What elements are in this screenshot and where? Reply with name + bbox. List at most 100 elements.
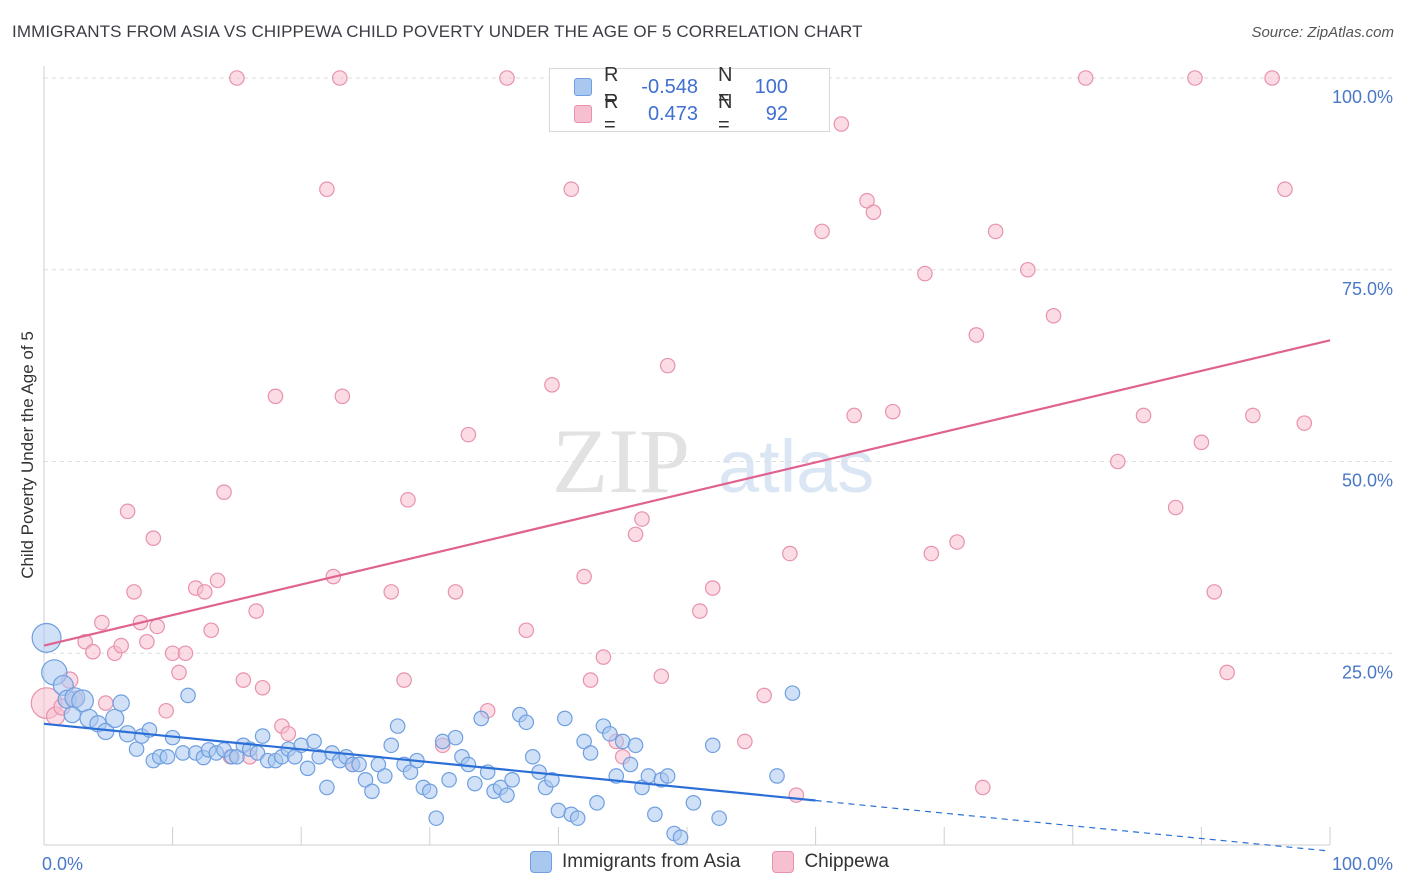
asia-point	[557, 710, 573, 727]
asia-point	[769, 768, 785, 784]
chippewa-point	[595, 649, 612, 665]
legend-n-value: 100	[754, 75, 788, 98]
chippewa-point	[334, 388, 351, 405]
y-axis-title: Child Poverty Under the Age of 5	[18, 331, 37, 579]
chippewa-point	[149, 618, 165, 635]
asia-point	[299, 760, 316, 777]
asia-point	[589, 795, 605, 811]
chart-source: Source: ZipAtlas.com	[1251, 24, 1394, 41]
chippewa-point	[833, 116, 850, 132]
asia-point	[376, 768, 393, 784]
chippewa-point	[209, 572, 226, 589]
asia-point	[711, 810, 727, 826]
legend-r-label: R =	[604, 91, 619, 136]
chippewa-point	[280, 725, 297, 742]
chippewa-point	[968, 327, 985, 343]
asia-point	[319, 779, 335, 796]
y-tick-label: 100.0%	[1332, 87, 1393, 107]
chippewa-point	[1219, 664, 1235, 681]
chippewa-point	[164, 645, 181, 662]
chippewa-point	[659, 357, 676, 374]
chippewa-point	[1045, 307, 1062, 324]
chippewa-point	[113, 637, 129, 654]
chippewa-point	[460, 426, 477, 443]
chippewa-point	[203, 622, 219, 639]
chippewa-point	[1193, 434, 1210, 451]
chippewa-point	[1077, 70, 1094, 86]
asia-point	[659, 768, 676, 784]
legend-r-label: R =	[604, 64, 619, 109]
legend-n-label: N =	[718, 64, 733, 109]
gridlines	[44, 77, 1395, 654]
chippewa-point	[499, 70, 515, 86]
legend-swatch-chippewa	[574, 105, 592, 123]
series-swatch-chippewa	[772, 851, 795, 873]
asia-point	[614, 733, 631, 750]
asia-point	[105, 708, 125, 729]
asia-point	[447, 729, 464, 746]
x-tick-label: 100.0%	[1332, 854, 1393, 874]
trend-lines	[43, 339, 1331, 852]
asia-point	[569, 810, 586, 826]
asia-point	[672, 829, 689, 846]
chippewa-point	[692, 603, 708, 619]
chippewa-point	[544, 376, 560, 393]
chippewa-point	[94, 614, 110, 631]
chippewa-point	[582, 672, 599, 688]
y-tick-label: 50.0%	[1342, 471, 1393, 491]
chippewa-point	[627, 526, 644, 543]
chippewa-point	[177, 645, 194, 662]
stats-legend: R = -0.548 N = 100 R = 0.473 N = 92	[549, 64, 830, 136]
legend-n-label: N =	[718, 91, 733, 136]
chippewa-point	[1264, 70, 1280, 86]
chippewa-point	[126, 584, 142, 600]
chippewa-point	[756, 687, 772, 704]
chippewa-point	[782, 545, 798, 562]
asia-point	[421, 783, 438, 800]
chippewa-point	[331, 70, 348, 86]
asia-point	[467, 775, 483, 792]
chippewa-point	[704, 580, 721, 596]
asia-point	[504, 772, 520, 788]
chippewa-point	[145, 530, 162, 546]
asia-trend-line	[43, 722, 816, 802]
asia-point	[524, 748, 541, 765]
asia-point	[582, 745, 599, 761]
chippewa-point	[923, 545, 940, 562]
chippewa-point	[235, 672, 252, 688]
chippewa-point	[85, 643, 101, 660]
chippewa-point	[1206, 584, 1223, 600]
x-tick-label: 0.0%	[42, 854, 83, 874]
chippewa-point	[267, 388, 284, 405]
asia-point	[627, 737, 644, 754]
chippewa-point	[119, 503, 136, 520]
asia-point	[544, 772, 560, 788]
series-legend: Immigrants from Asia Chippewa	[530, 851, 921, 873]
asia-point	[306, 733, 322, 750]
chippewa-point	[229, 70, 245, 86]
asia-trend-extension	[815, 799, 1331, 852]
chippewa-point	[518, 622, 535, 639]
series-label-asia: Immigrants from Asia	[562, 851, 741, 872]
chippewa-point	[216, 484, 232, 500]
chippewa-point	[248, 603, 264, 619]
chippewa-point	[400, 492, 416, 508]
asia-point	[441, 772, 457, 788]
asia-point	[63, 705, 81, 724]
asia-point	[351, 756, 367, 773]
asia-point	[704, 737, 721, 754]
tick-labels: 25.0% 50.0% 75.0% 100.0% 0.0% 100.0%	[42, 87, 1393, 874]
chippewa-point	[1110, 453, 1126, 470]
chippewa-point	[1277, 181, 1293, 198]
asia-point	[428, 810, 445, 826]
asia-point	[180, 687, 196, 704]
asia-point	[640, 768, 657, 784]
legend-r-value: 0.473	[647, 102, 698, 125]
chippewa-point	[974, 779, 991, 796]
chippewa-point	[196, 584, 213, 600]
chippewa-point	[254, 679, 271, 696]
chippewa-point	[1167, 499, 1184, 516]
asia-point	[112, 694, 130, 712]
chippewa-point	[1296, 415, 1313, 431]
chippewa-point	[576, 568, 592, 585]
